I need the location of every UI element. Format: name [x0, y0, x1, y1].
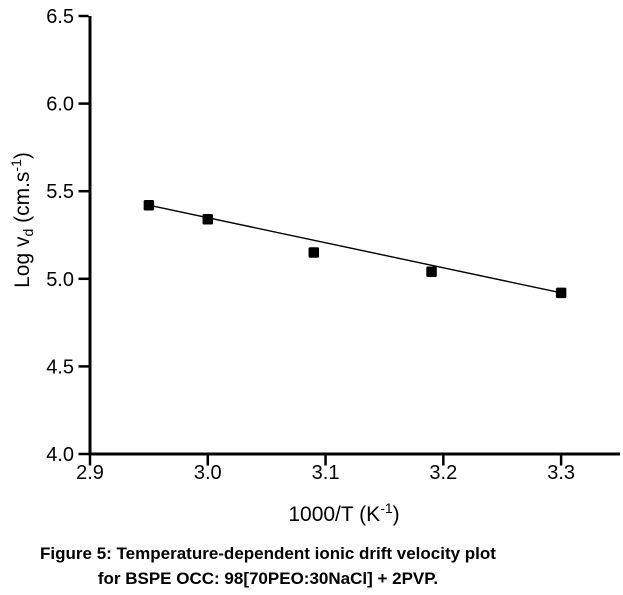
data-point	[143, 199, 155, 211]
x-tick-label: 3.0	[194, 462, 222, 484]
y-tick-label: 4.0	[46, 444, 74, 466]
x-tick-label: 2.9	[76, 462, 104, 484]
axes-line	[88, 16, 620, 456]
x-tick-label: 3.3	[547, 462, 575, 484]
figure-caption: Figure 5: Temperature-dependent ionic dr…	[0, 541, 536, 591]
data-points	[143, 199, 567, 299]
figure-caption-line1: Figure 5: Temperature-dependent ionic dr…	[40, 544, 496, 563]
x-axis-label: 1000/T (K-1)	[288, 500, 399, 526]
y-tick-label: 5.0	[46, 269, 74, 291]
data-point	[555, 287, 567, 299]
fit-line	[148, 204, 562, 294]
y-tick-label: 5.5	[46, 181, 74, 203]
x-axis-ticks: 2.9 3.0 3.1 3.2 3.3	[76, 455, 575, 484]
figure-caption-line2: for BSPE OCC: 98[70PEO:30NaCl] + 2PVP.	[97, 569, 439, 588]
y-tick-label: 4.5	[46, 356, 74, 378]
y-tick-label: 6.5	[46, 6, 74, 28]
data-point	[308, 247, 320, 258]
data-point	[426, 266, 437, 278]
y-axis-ticks: 4.0 4.5 5.0 5.5 6.0 6.5	[46, 6, 89, 466]
x-tick-label: 3.1	[312, 462, 340, 484]
data-point	[202, 213, 214, 225]
chart-svg: 4.0 4.5 5.0 5.5 6.0 6.5 2.9 3.0 3.1 3.2 3.3 1000/T …	[8, 6, 620, 526]
y-axis-label: Log vd (cm.s-1)	[8, 152, 36, 288]
x-tick-label: 3.2	[429, 462, 457, 484]
y-tick-label: 6.0	[46, 94, 74, 116]
